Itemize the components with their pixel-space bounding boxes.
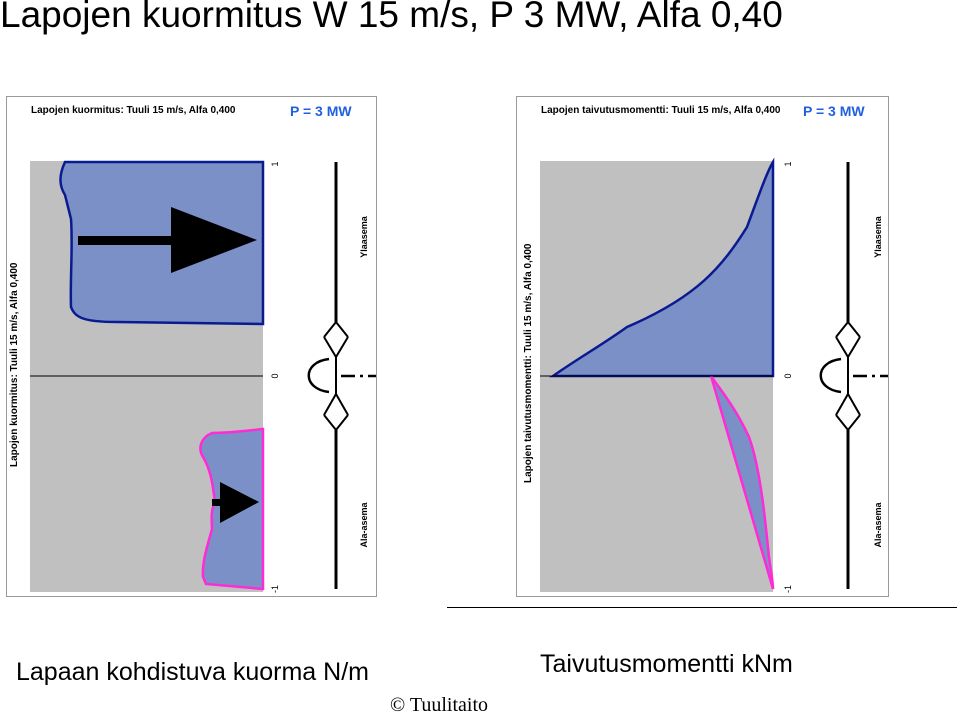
lower-position-label: Ala-asema (873, 501, 883, 547)
blade-load-svg: Lapojen kuormitus: Tuuli 15 m/s, Alfa 0,… (9, 103, 376, 593)
tick-label-bottom: -1 (783, 585, 793, 593)
upper-moment-area (549, 157, 775, 378)
caption-divider (447, 607, 957, 608)
side-label: Lapojen taivutusmomentti: Tuuli 15 m/s, … (523, 243, 534, 483)
copyright-notice: © Tuulitaito (390, 694, 489, 716)
bending-moment-chart: Lapojen taivutusmomentti: Tuuli 15 m/s, … (516, 96, 889, 597)
upper-position-label: Ylaasema (359, 215, 369, 258)
bending-moment-svg: Lapojen taivutusmomentti: Tuuli 15 m/s, … (523, 103, 888, 593)
rotor-blade-schematic (819, 162, 888, 589)
tick-label-bottom: -1 (270, 585, 280, 593)
power-label: P = 3 MW (290, 103, 352, 119)
tick-label-middle: 0 (783, 373, 793, 378)
side-label: Lapojen kuormitus: Tuuli 15 m/s, Alfa 0,… (9, 262, 20, 467)
tick-label-top: 1 (270, 161, 280, 166)
tick-label-middle: 0 (270, 373, 280, 378)
load-arrow-upper (78, 207, 257, 273)
right-caption: Taivutusmomentti kNm (540, 650, 793, 678)
tick-label-top: 1 (783, 161, 793, 166)
load-arrow-lower (212, 482, 259, 523)
left-caption: Lapaan kohdistuva kuorma N/m (16, 658, 369, 686)
lower-position-label: Ala-asema (359, 501, 369, 547)
blade-load-chart: Lapojen kuormitus: Tuuli 15 m/s, Alfa 0,… (6, 96, 377, 597)
chart-header: Lapojen kuormitus: Tuuli 15 m/s, Alfa 0,… (31, 105, 236, 116)
chart-header: Lapojen taivutusmomentti: Tuuli 15 m/s, … (541, 105, 781, 116)
upper-position-label: Ylaasema (873, 215, 883, 258)
page-title: Lapojen kuormitus W 15 m/s, P 3 MW, Alfa… (0, 0, 783, 35)
rotor-blade-schematic (307, 162, 376, 589)
power-label: P = 3 MW (803, 103, 865, 119)
lower-moment-area (709, 375, 775, 590)
